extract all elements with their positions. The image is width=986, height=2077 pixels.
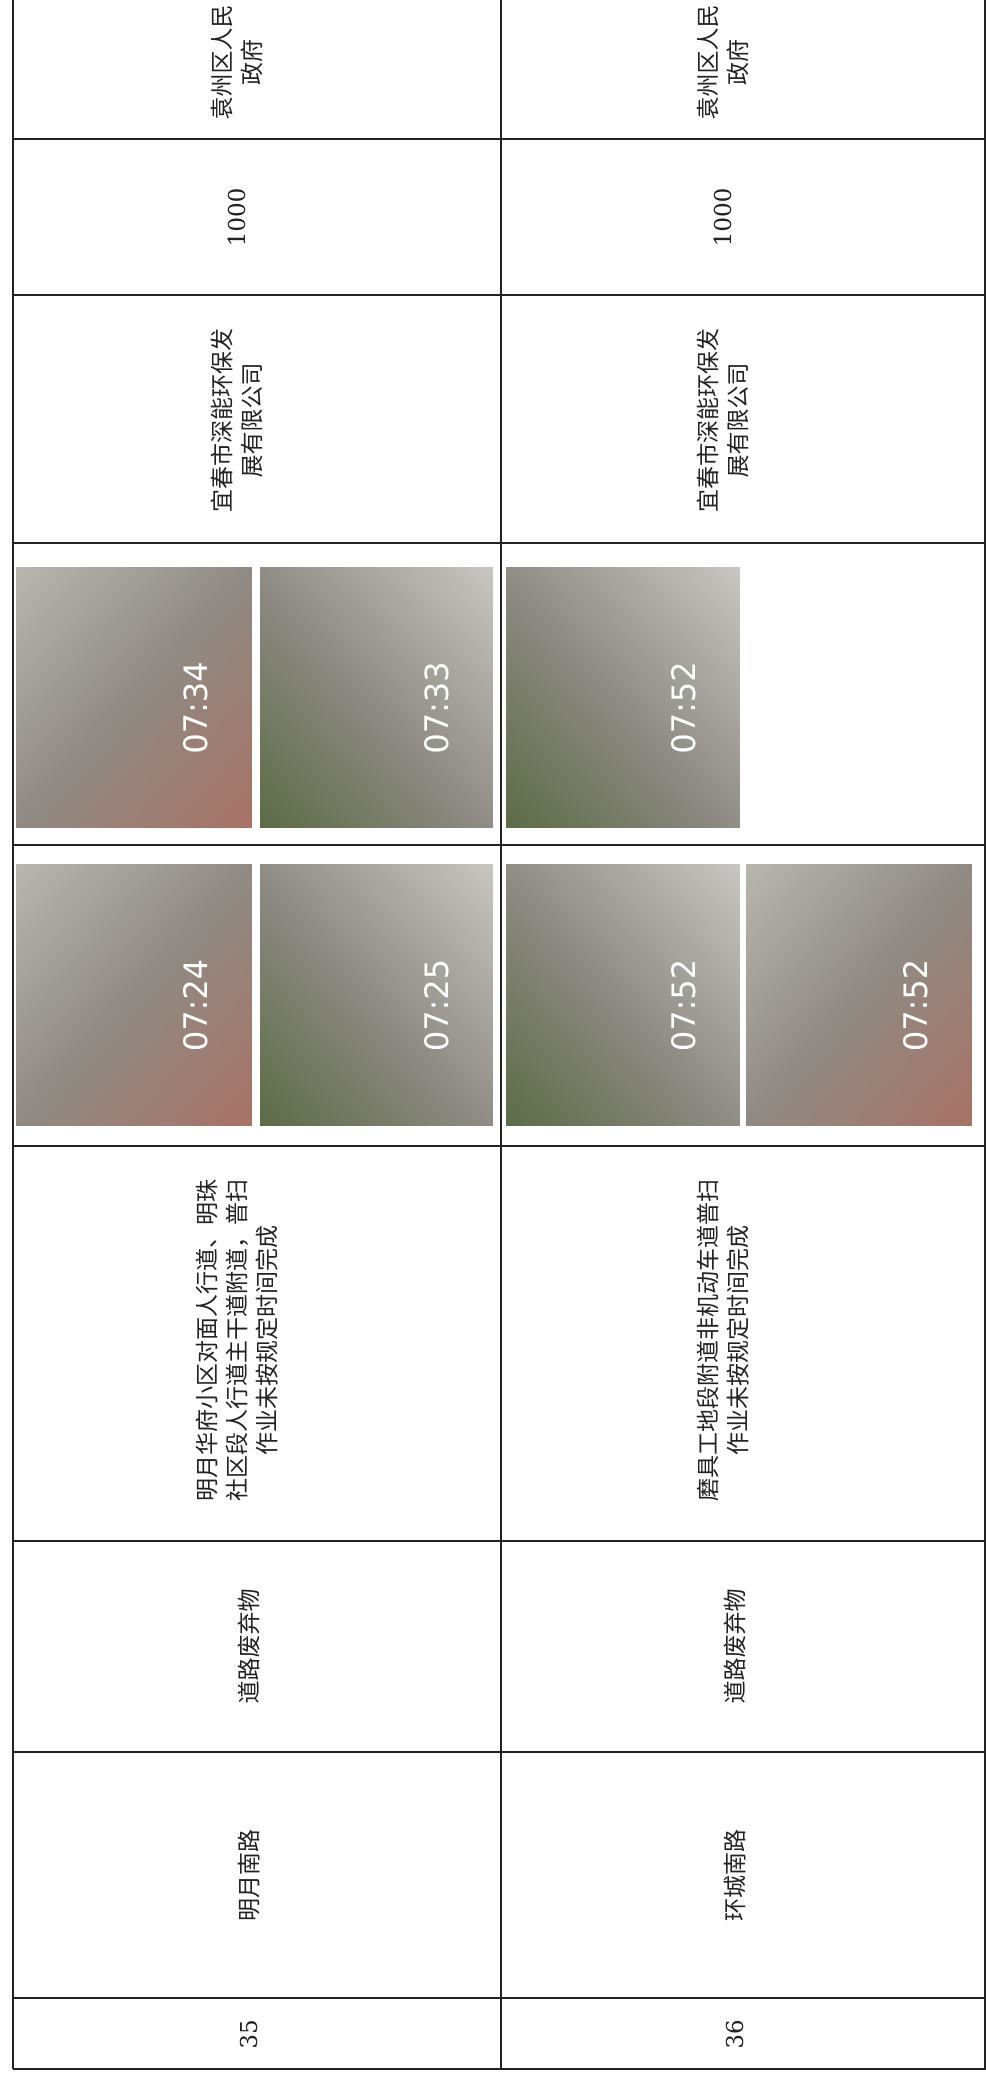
photo-timestamp: 07:52 xyxy=(897,959,935,1051)
row-number: 35 xyxy=(237,2019,263,2048)
government-line: 袁州区人民 xyxy=(696,5,722,120)
company-line: 展有限公司 xyxy=(240,363,266,478)
description-line: 作业未按规定时间完成 xyxy=(255,1225,281,1455)
row-number: 36 xyxy=(723,2019,749,2048)
photo-timestamp: 07:33 xyxy=(418,661,456,753)
company-line: 宜春市深能环保发 xyxy=(210,328,236,512)
table-grid xyxy=(12,0,986,2070)
photo-image xyxy=(260,864,493,1126)
government-line: 袁州区人民 xyxy=(210,5,236,120)
description-line: 作业未按规定时间完成 xyxy=(726,1225,752,1455)
description-line: 磨具工地段附道非机动车道普扫 xyxy=(696,1179,722,1501)
issue-type: 道路废弃物 xyxy=(237,1589,263,1704)
amount: 1000 xyxy=(711,188,737,247)
photo-timestamp: 07:34 xyxy=(177,661,215,753)
company: 宜春市深能环保发 展有限公司 xyxy=(210,328,266,512)
photo-timestamp: 07:24 xyxy=(177,959,215,1051)
photo: 07:33 xyxy=(260,567,493,828)
photo-image xyxy=(506,567,740,828)
description: 磨具工地段附道非机动车道普扫 作业未按规定时间完成 xyxy=(696,1179,752,1501)
photo-timestamp: 07:52 xyxy=(665,661,703,753)
photo: 07:52 xyxy=(506,864,740,1126)
photo-image xyxy=(506,864,740,1126)
photo-image xyxy=(746,864,972,1126)
photo: 07:52 xyxy=(746,864,972,1126)
amount: 1000 xyxy=(225,188,251,247)
photo: 07:34 xyxy=(16,567,252,828)
company-line: 宜春市深能环保发 xyxy=(696,328,722,512)
company-line: 展有限公司 xyxy=(726,363,752,478)
government: 袁州区人民 政府 xyxy=(696,5,752,120)
photo-image xyxy=(260,567,493,828)
road-name: 明月南路 xyxy=(237,1829,263,1921)
photo-timestamp: 07:25 xyxy=(418,959,456,1051)
government-line: 政府 xyxy=(726,39,752,85)
photo-image xyxy=(16,567,252,828)
description-line: 社区段人行道主干道附道，普扫 xyxy=(225,1179,251,1501)
description: 明月华府小区对面人行道、明珠 社区段人行道主干道附道，普扫 作业未按规定时间完成 xyxy=(195,1179,281,1501)
issue-type: 道路废弃物 xyxy=(723,1589,749,1704)
photo-image xyxy=(16,864,252,1126)
photo: 07:24 xyxy=(16,864,252,1126)
government-line: 政府 xyxy=(240,39,266,85)
description-line: 明月华府小区对面人行道、明珠 xyxy=(195,1179,221,1501)
photo-timestamp: 07:52 xyxy=(665,959,703,1051)
government: 袁州区人民 政府 xyxy=(210,5,266,120)
photo: 07:52 xyxy=(506,567,740,828)
road-name: 环城南路 xyxy=(723,1829,749,1921)
company: 宜春市深能环保发 展有限公司 xyxy=(696,328,752,512)
photo: 07:25 xyxy=(260,864,493,1126)
